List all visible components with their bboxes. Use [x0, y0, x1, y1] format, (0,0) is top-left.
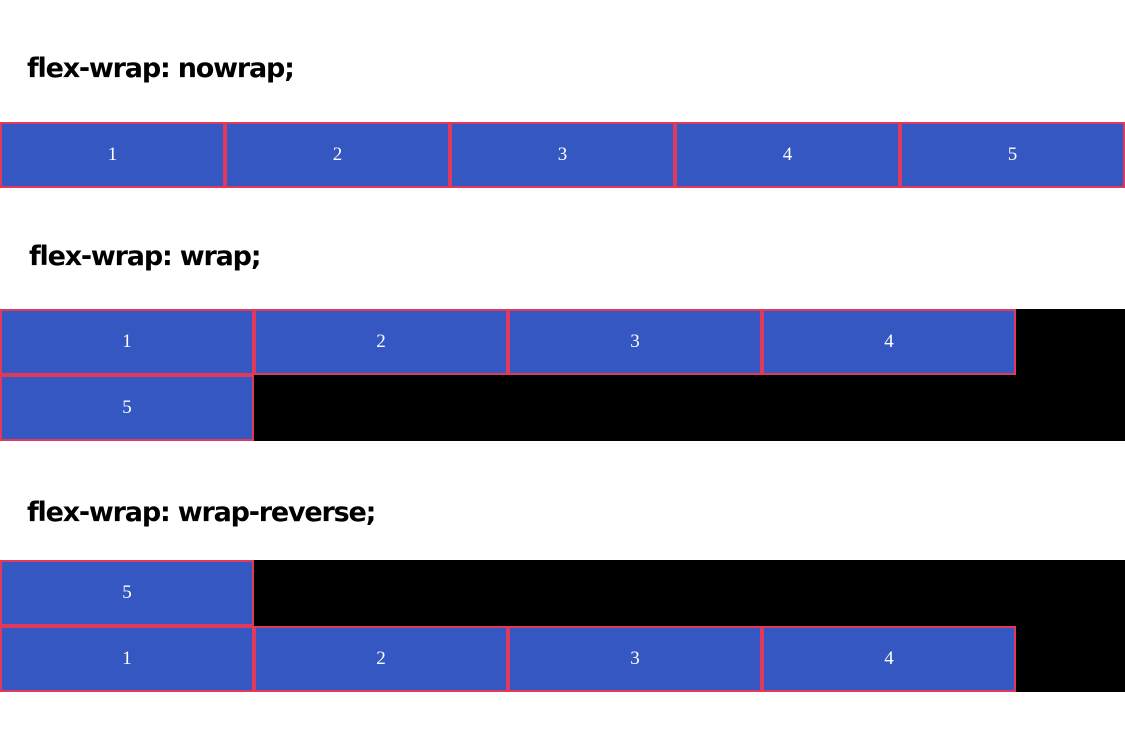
flex-item: 4	[675, 122, 900, 188]
flex-container-wrap: 1 2 3 4 5	[0, 309, 1125, 441]
section-heading-wrap: flex-wrap: wrap;	[29, 241, 262, 272]
flex-item: 2	[254, 626, 508, 692]
flex-item: 1	[0, 309, 254, 375]
flex-item: 5	[0, 560, 254, 626]
flex-item: 3	[508, 626, 762, 692]
flex-item: 2	[254, 309, 508, 375]
flex-item: 2	[225, 122, 450, 188]
flex-item: 1	[0, 626, 254, 692]
flex-item: 4	[762, 309, 1016, 375]
section-heading-nowrap: flex-wrap: nowrap;	[27, 53, 295, 84]
flex-item: 3	[450, 122, 675, 188]
flex-item: 4	[762, 626, 1016, 692]
flex-item: 5	[0, 375, 254, 441]
flex-item: 3	[508, 309, 762, 375]
flex-item: 1	[0, 122, 225, 188]
flex-item: 5	[900, 122, 1125, 188]
section-heading-wrap-reverse: flex-wrap: wrap-reverse;	[27, 497, 376, 528]
flex-container-wrap-reverse: 1 2 3 4 5	[0, 560, 1125, 692]
flex-container-nowrap: 1 2 3 4 5	[0, 122, 1125, 188]
